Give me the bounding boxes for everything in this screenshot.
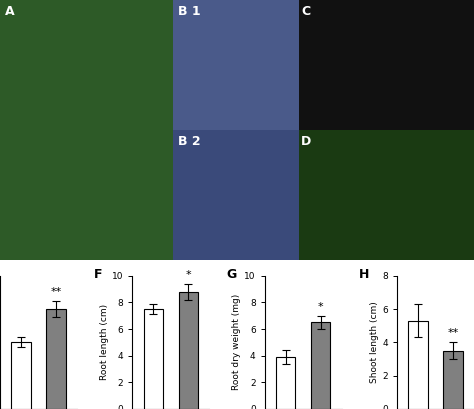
Bar [443, 351, 463, 409]
Text: **: ** [50, 287, 62, 297]
Y-axis label: Root dry weight (mg): Root dry weight (mg) [232, 294, 241, 391]
Bar [299, 0, 474, 130]
Text: A: A [5, 5, 14, 18]
Text: *: * [318, 302, 323, 312]
Text: F: F [94, 267, 102, 281]
Text: C: C [301, 5, 310, 18]
Bar [11, 342, 31, 409]
Text: G: G [226, 267, 237, 281]
Text: B 2: B 2 [178, 135, 201, 148]
Text: *: * [185, 270, 191, 280]
Text: B 1: B 1 [178, 5, 201, 18]
Y-axis label: Shoot length (cm): Shoot length (cm) [371, 301, 380, 383]
Bar [173, 130, 299, 260]
Y-axis label: Root length (cm): Root length (cm) [100, 304, 109, 380]
Bar [0, 0, 173, 260]
Bar [173, 0, 299, 130]
Bar [179, 292, 198, 409]
Bar [144, 309, 163, 409]
Text: D: D [301, 135, 311, 148]
Text: H: H [358, 267, 369, 281]
Text: **: ** [447, 328, 459, 338]
Bar [311, 322, 330, 409]
Bar [276, 357, 295, 409]
Bar [409, 321, 428, 409]
Bar [299, 130, 474, 260]
Bar [46, 309, 65, 409]
